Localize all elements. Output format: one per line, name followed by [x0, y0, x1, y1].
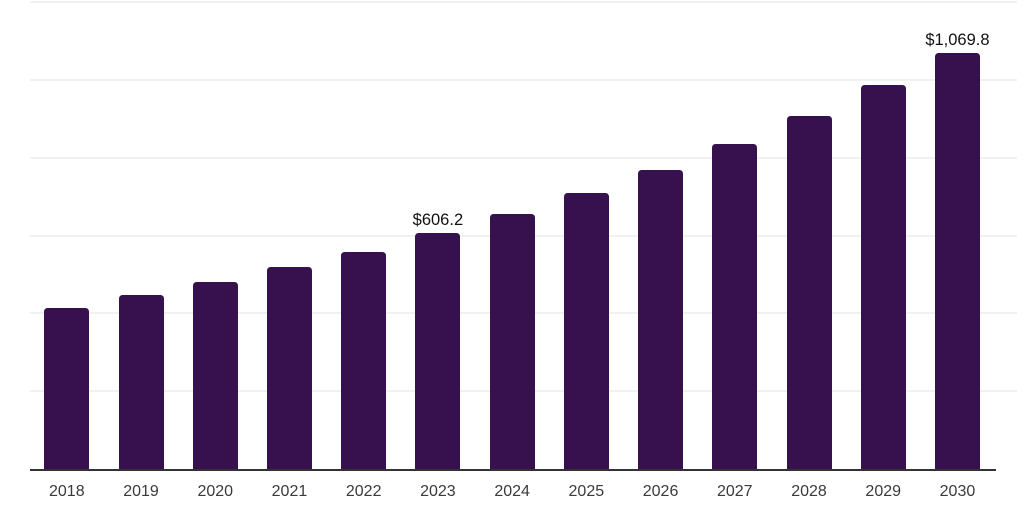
- bar-2025: [563, 192, 609, 469]
- plot-area: $606.2 $1,069.8: [30, 1, 1017, 471]
- bar-2030: [934, 52, 980, 469]
- bar-2020: [192, 282, 238, 469]
- gridline-1200: [30, 1, 1017, 3]
- bar-2027: [712, 143, 758, 469]
- bar-2023: [415, 233, 461, 469]
- x-tick-2029: 2029: [865, 483, 902, 500]
- bar-2019: [118, 295, 164, 469]
- x-tick-2026: 2026: [642, 483, 679, 500]
- x-tick-2025: 2025: [568, 483, 605, 500]
- bar-2021: [266, 267, 312, 469]
- x-tick-2018: 2018: [49, 483, 85, 500]
- data-label-2030: $1,069.8: [925, 30, 990, 49]
- data-label-2023: $606.2: [412, 210, 464, 229]
- x-tick-2024: 2024: [494, 483, 530, 500]
- bar-2018: [44, 308, 90, 469]
- bar-2029: [860, 84, 906, 469]
- x-tick-2028: 2028: [791, 483, 827, 500]
- x-tick-2023: 2023: [420, 483, 456, 500]
- bar-2028: [786, 115, 832, 469]
- bar-2022: [341, 252, 387, 469]
- x-tick-2027: 2027: [716, 483, 753, 500]
- x-tick-2030: 2030: [939, 483, 976, 500]
- bar-2024: [489, 213, 535, 469]
- x-axis-line: [30, 468, 996, 471]
- x-tick-2022: 2022: [345, 483, 382, 500]
- gridline-800: [30, 156, 1017, 159]
- gridline-1000: [30, 78, 1017, 81]
- x-tick-2021: 2021: [271, 483, 308, 500]
- bar-2026: [638, 169, 684, 469]
- x-tick-2019: 2019: [123, 483, 159, 500]
- x-tick-2020: 2020: [197, 483, 234, 500]
